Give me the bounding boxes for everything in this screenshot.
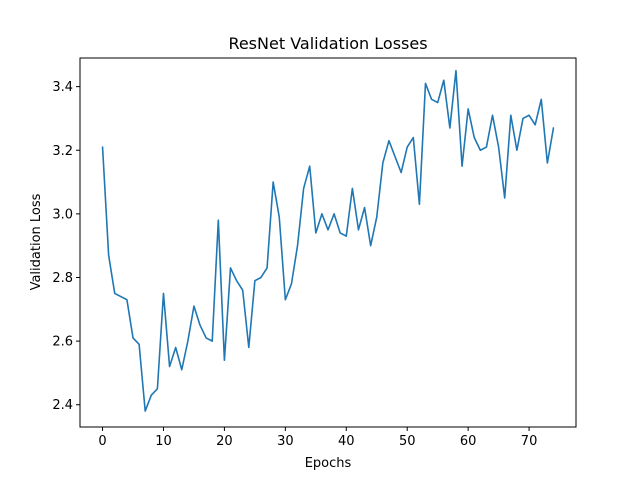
series-layer bbox=[101, 69, 555, 412]
y-tick-label: 3.4 bbox=[52, 80, 73, 95]
y-tick-label: 2.6 bbox=[52, 335, 73, 350]
y-tick-label: 2.4 bbox=[52, 398, 73, 413]
y-tick-label: 3.0 bbox=[52, 207, 73, 222]
x-tick-label: 50 bbox=[399, 434, 416, 449]
x-tick-label: 10 bbox=[155, 434, 172, 449]
validation-loss-line bbox=[101, 69, 555, 412]
plot-area bbox=[80, 58, 576, 427]
chart-title: ResNet Validation Losses bbox=[228, 34, 427, 53]
x-tick-label: 40 bbox=[338, 434, 355, 449]
x-tick-label: 20 bbox=[216, 434, 233, 449]
y-axis-ticks: 2.4 2.6 2.8 3.0 3.2 3.4 bbox=[52, 80, 80, 413]
x-tick-label: 70 bbox=[521, 434, 538, 449]
axes-background bbox=[80, 58, 576, 427]
y-tick-label: 3.2 bbox=[52, 144, 73, 159]
y-axis-label: Validation Loss bbox=[29, 193, 44, 290]
x-tick-label: 0 bbox=[98, 434, 106, 449]
x-axis-ticks: 0 10 20 30 40 50 60 70 bbox=[98, 427, 537, 449]
axes-frame bbox=[79, 57, 577, 428]
x-axis-label: Epochs bbox=[305, 456, 352, 471]
x-tick-label: 60 bbox=[460, 434, 477, 449]
x-tick-label: 30 bbox=[277, 434, 294, 449]
y-tick-label: 2.8 bbox=[52, 271, 73, 286]
